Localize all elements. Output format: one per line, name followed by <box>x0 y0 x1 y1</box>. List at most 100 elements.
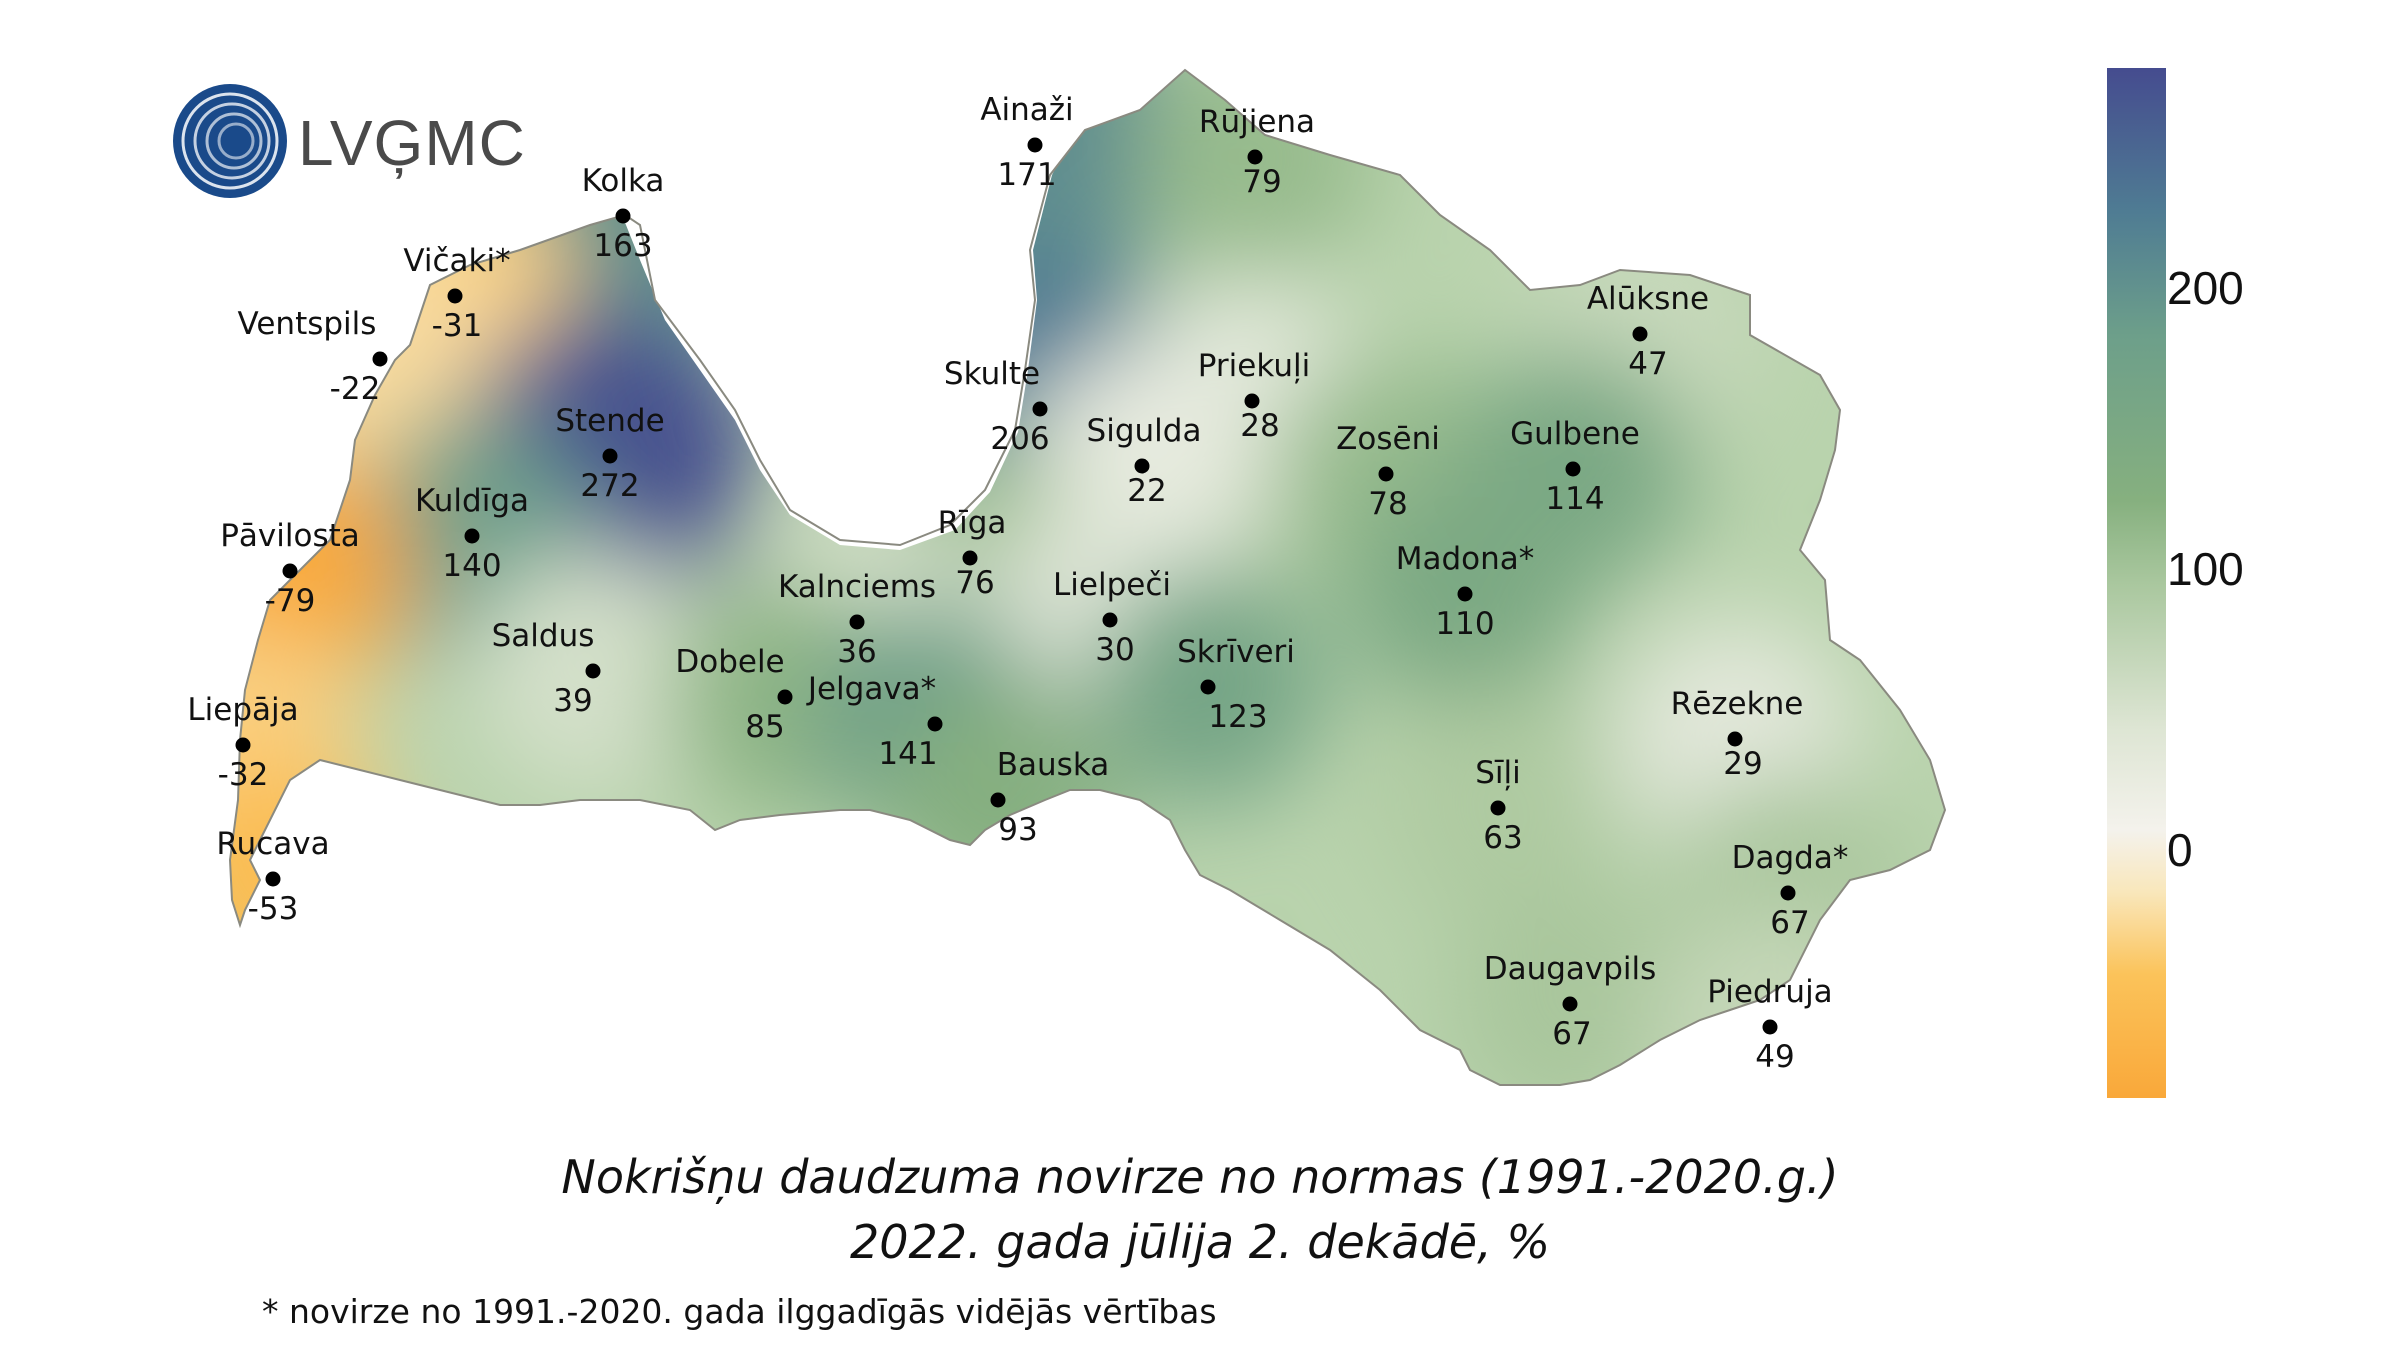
station-value: 78 <box>1368 486 1407 522</box>
station-value: 110 <box>1435 606 1494 642</box>
station-name: Saldus <box>492 618 595 654</box>
station-value: 22 <box>1127 473 1166 509</box>
station-marker: Gulbene 114 <box>1510 416 1640 517</box>
station-name: Kalnciems <box>778 569 936 605</box>
station-value: -32 <box>218 757 269 793</box>
map-title: Nokrišņu daudzuma novirze no normas (199… <box>561 1150 1839 1204</box>
station-name: Ventspils <box>238 306 377 342</box>
legend-colorbar <box>2107 68 2166 1098</box>
station-name: Rūjiena <box>1199 104 1315 140</box>
station-dot <box>990 792 1006 808</box>
station-marker: Rūjiena 79 <box>1199 104 1315 200</box>
station-dot <box>849 614 865 630</box>
station-name: Sigulda <box>1087 413 1202 449</box>
stations-layer: Ainaži 171 Rūjiena 79 Kolka 163 Vičaki* -31 Vent… <box>187 92 1848 1075</box>
lvgmc-logo: LVĢMC <box>173 84 525 198</box>
station-dot <box>585 663 601 679</box>
station-dot <box>1244 393 1260 409</box>
station-dot <box>1562 996 1578 1012</box>
station-dot <box>1032 401 1048 417</box>
station-marker: Skulte 206 <box>944 356 1050 457</box>
station-value: 28 <box>1240 408 1279 444</box>
station-marker: Madona* 110 <box>1396 541 1535 642</box>
station-marker: Piedruja 49 <box>1707 974 1832 1075</box>
station-marker: Zosēni 78 <box>1336 421 1440 522</box>
station-marker: Rucava -53 <box>216 826 329 927</box>
station-marker: Liepāja -32 <box>187 692 298 793</box>
station-dot <box>265 871 281 887</box>
station-value: 29 <box>1723 746 1762 782</box>
station-marker: Dobele 85 <box>675 644 793 745</box>
station-marker: Pāvilosta -79 <box>220 518 360 619</box>
station-dot <box>615 208 631 224</box>
station-marker: Sigulda 22 <box>1087 413 1202 509</box>
station-name: Bauska <box>997 747 1109 783</box>
station-name: Zosēni <box>1336 421 1440 457</box>
station-name: Kolka <box>582 163 665 199</box>
station-dot <box>464 528 480 544</box>
station-name: Madona* <box>1396 541 1535 577</box>
station-dot <box>282 563 298 579</box>
latvia-border <box>228 68 1947 1086</box>
station-marker: Dagda* 67 <box>1732 840 1849 941</box>
station-dot <box>962 550 978 566</box>
station-name: Ainaži <box>980 92 1073 128</box>
station-value: 79 <box>1242 164 1281 200</box>
station-name: Stende <box>555 403 664 439</box>
station-value: 163 <box>593 228 652 264</box>
station-name: Skrīveri <box>1177 634 1295 670</box>
station-name: Rēzekne <box>1671 686 1804 722</box>
station-marker: Priekuļi 28 <box>1198 348 1310 444</box>
station-dot <box>1457 586 1473 602</box>
station-value: 171 <box>997 157 1056 193</box>
legend-tick-100: 100 <box>2167 543 2244 595</box>
station-name: Gulbene <box>1510 416 1640 452</box>
legend-tick-0: 0 <box>2167 824 2193 876</box>
legend-tick-200: 200 <box>2167 262 2244 314</box>
station-value: 85 <box>745 709 784 745</box>
station-name: Dagda* <box>1732 840 1849 876</box>
station-dot <box>1200 679 1216 695</box>
station-value: 206 <box>990 421 1049 457</box>
station-dot <box>1102 612 1118 628</box>
station-dot <box>1727 731 1743 747</box>
station-name: Liepāja <box>187 692 298 728</box>
station-name: Kuldīga <box>415 483 529 519</box>
station-marker: Vičaki* -31 <box>403 243 510 344</box>
station-dot <box>1565 461 1581 477</box>
station-marker: Kuldīga 140 <box>415 483 529 584</box>
station-marker: Rēzekne 29 <box>1671 686 1804 782</box>
station-marker: Kolka 163 <box>582 163 665 264</box>
station-name: Alūksne <box>1587 281 1709 317</box>
station-name: Piedruja <box>1707 974 1832 1010</box>
station-name: Skulte <box>944 356 1040 392</box>
station-marker: Kalnciems 36 <box>778 569 936 670</box>
station-value: -31 <box>432 308 483 344</box>
color-legend: 200 100 0 <box>2107 68 2244 1098</box>
station-name: Rucava <box>216 826 329 862</box>
station-marker: Ventspils -22 <box>238 306 388 407</box>
station-value: 114 <box>1545 481 1604 517</box>
station-dot <box>1762 1019 1778 1035</box>
station-value: 141 <box>878 736 937 772</box>
station-marker: Bauska 93 <box>990 747 1109 848</box>
station-marker: Rīga 76 <box>938 505 1007 601</box>
station-name: Rīga <box>938 505 1007 541</box>
station-dot <box>1490 800 1506 816</box>
station-marker: Ainaži 171 <box>980 92 1073 193</box>
station-marker: Sīļi 63 <box>1475 755 1522 856</box>
station-name: Priekuļi <box>1198 348 1310 384</box>
station-value: 39 <box>553 683 592 719</box>
station-marker: Skrīveri 123 <box>1177 634 1295 735</box>
station-name: Jelgava* <box>806 671 936 707</box>
footnote: * novirze no 1991.-2020. gada ilggadīgās… <box>262 1292 1217 1331</box>
station-name: Dobele <box>675 644 784 680</box>
station-dot <box>1632 326 1648 342</box>
station-dot <box>1247 149 1263 165</box>
station-name: Pāvilosta <box>220 518 360 554</box>
station-value: -53 <box>248 891 299 927</box>
station-dot <box>372 351 388 367</box>
station-value: 63 <box>1483 820 1522 856</box>
station-dot <box>1378 466 1394 482</box>
